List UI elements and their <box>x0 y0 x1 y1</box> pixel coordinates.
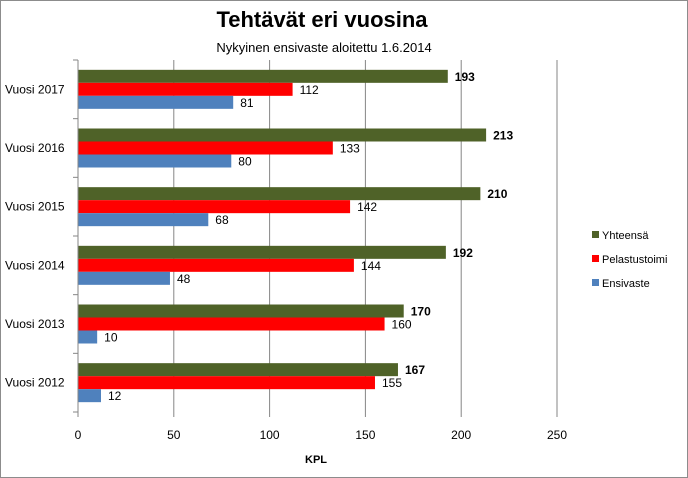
legend: Yhteensä Pelastustoimi Ensivaste <box>592 230 667 290</box>
x-tick-label: 250 <box>547 428 567 442</box>
x-tick-label: 50 <box>167 428 181 442</box>
bar <box>78 363 398 377</box>
axes: 0 50 100 150 200 250 Vuosi 2017 Vuosi 2016 Vuosi… <box>5 59 567 442</box>
bar <box>78 317 385 331</box>
data-label: 210 <box>487 187 507 201</box>
bar <box>78 154 232 168</box>
category-label: Vuosi 2017 <box>5 82 65 96</box>
data-label: 155 <box>382 376 402 390</box>
data-label: 81 <box>240 96 254 110</box>
category-label: Vuosi 2016 <box>5 141 65 155</box>
bar <box>78 304 404 318</box>
x-tick-label: 150 <box>355 428 375 442</box>
data-label: 193 <box>455 70 475 84</box>
x-tick-label: 200 <box>451 428 471 442</box>
bar <box>78 389 101 403</box>
category-label: Vuosi 2014 <box>5 258 65 272</box>
x-axis-label: KPL <box>305 454 327 466</box>
data-label: 142 <box>357 200 377 214</box>
data-label: 167 <box>405 363 425 377</box>
legend-swatch <box>592 231 599 238</box>
bar <box>78 95 234 109</box>
category-label: Vuosi 2015 <box>5 200 65 214</box>
chart-subtitle: Nykyinen ensivaste aloitettu 1.6.2014 <box>216 40 431 55</box>
gridlines <box>77 60 558 412</box>
data-label: 170 <box>411 305 431 319</box>
category-label: Vuosi 2012 <box>5 376 65 390</box>
x-tick-label: 0 <box>75 428 82 442</box>
bar <box>78 213 209 227</box>
legend-swatch <box>592 255 599 262</box>
data-label: 68 <box>215 213 229 227</box>
legend-label: Ensivaste <box>602 278 650 290</box>
legend-label: Pelastustoimi <box>602 254 667 266</box>
category-label: Vuosi 2013 <box>5 317 65 331</box>
data-label: 160 <box>392 318 412 332</box>
bar <box>78 200 351 214</box>
bar <box>78 82 293 96</box>
bar <box>78 258 354 272</box>
bar <box>78 271 170 285</box>
x-tick-label: 100 <box>260 428 280 442</box>
bar <box>78 69 448 83</box>
bar <box>78 330 98 344</box>
data-label: 48 <box>177 272 191 286</box>
data-label: 10 <box>104 331 118 345</box>
bar <box>78 187 481 201</box>
data-label: 213 <box>493 129 513 143</box>
data-label: 192 <box>453 246 473 260</box>
data-label: 12 <box>108 389 122 403</box>
data-label: 80 <box>238 155 252 169</box>
bar <box>78 128 487 142</box>
data-label: 144 <box>361 259 381 273</box>
bar <box>78 245 446 259</box>
data-label: 112 <box>300 83 319 97</box>
bar <box>78 376 375 390</box>
legend-label: Yhteensä <box>602 230 649 242</box>
bar <box>78 141 333 155</box>
chart-title: Tehtävät eri vuosina <box>216 7 428 32</box>
legend-swatch <box>592 279 599 286</box>
data-label: 133 <box>340 142 360 156</box>
